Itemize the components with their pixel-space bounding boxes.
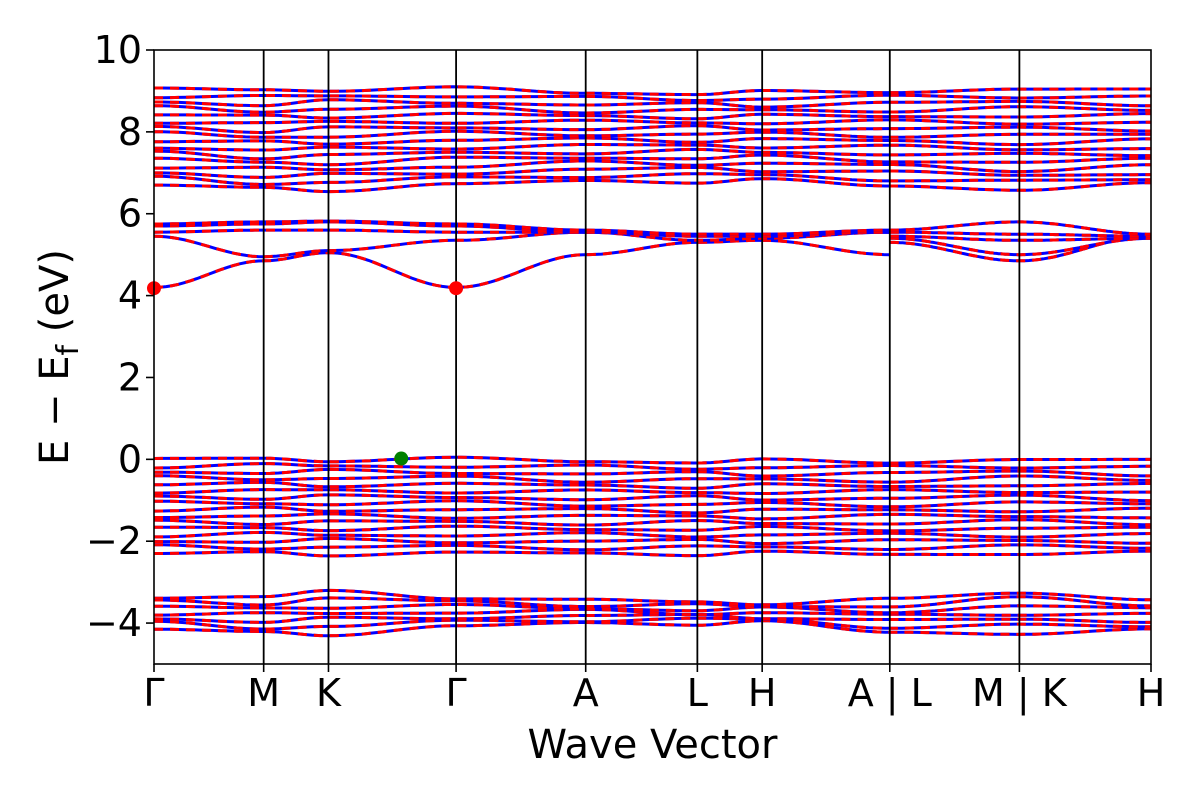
y-tick-label-5: 6 [118,192,142,236]
valence-band-lower-3-red [154,607,1151,617]
valence-band-upper-8-red [154,499,1151,509]
vbm-marker-2 [394,451,409,466]
isolated-band-right-1-red [889,236,1151,257]
x-tick-label-8: M | K [972,671,1068,716]
y-tick-label-1: −2 [86,519,142,563]
conduction-band-3-red [154,159,1151,174]
isolated-band-4-red [154,219,890,236]
conduction-band-5-red [154,147,1151,161]
valence-band-lower-0-red [154,619,1151,638]
conduction-band-0-red [154,177,1151,194]
valence-band-lower-4-red [154,603,1151,615]
conduction-band-15-red [154,85,1151,97]
y-axis-label: E − Ef (eV) [32,249,86,465]
y-tick-label-2: 0 [118,437,142,481]
conduction-band-12-red [154,104,1151,115]
conduction-band-13-red [154,98,1151,109]
y-axis-label-subscript: f [51,343,86,355]
conduction-band-1-red [154,172,1151,187]
valence-band-upper-10-red [154,488,1151,495]
isolated-band-2-red [154,228,890,238]
valence-band-upper-7-red [154,505,1151,515]
x-tick-label-2: K [316,671,342,715]
conduction-band-6-red [154,143,1151,152]
isolated-band-right-4-red [889,220,1151,236]
conduction-band-10-red [154,118,1151,126]
isolated-band-right-0-red [889,234,1151,263]
plot-frame [153,49,1152,665]
bands-layer [154,85,1151,638]
isolated-band-right-3-red [889,230,1151,238]
valence-band-upper-1-red [154,543,1151,552]
valence-band-lower-1-red [154,616,1151,631]
y-tick-label-0: −4 [86,601,142,645]
y-tick-label-4: 4 [118,274,142,318]
valence-band-upper-4-red [154,524,1151,533]
isolated-band-1-red [154,230,890,259]
valence-band-lower-5-red [154,595,1151,609]
conduction-band-7-red [154,136,1151,147]
valence-band-upper-9-red [154,493,1151,503]
x-tick-label-9: H [1137,671,1166,715]
conduction-band-8-red [154,129,1151,139]
high-symmetry-lines [262,50,1021,664]
x-tick-label-1: M [247,671,280,715]
valence-band-upper-2-red [154,537,1151,546]
conduction-band-14-red [154,93,1151,102]
y-tick-label-3: 2 [118,355,142,399]
isolated-band-0-red [154,238,890,289]
x-tick-label-0: Γ [143,671,164,715]
valence-band-upper-0-red [154,549,1151,558]
y-axis-label-main: E − E [32,355,78,465]
cbm-marker-1 [449,281,464,296]
valence-band-upper-11-red [154,480,1151,490]
conduction-band-11-red [154,111,1151,121]
extrema-markers [147,281,464,466]
x-tick-label-5: L [687,671,708,715]
x-tick-label-4: A [573,671,599,715]
valence-band-upper-15-red [154,455,1151,465]
valence-band-upper-13-red [154,467,1151,478]
valence-band-lower-2-red [154,613,1151,624]
x-tick-label-3: Γ [446,671,467,715]
conduction-band-2-red [154,166,1151,179]
x-axis-label: Wave Vector [528,722,779,768]
y-tick-label-7: 10 [94,28,142,72]
isolated-band-right-2-red [889,234,1151,242]
conduction-band-9-red [154,124,1151,135]
valence-band-upper-6-red [154,512,1151,521]
y-axis-label-unit: (eV) [32,249,78,345]
valence-band-upper-14-red [154,462,1151,471]
x-tick-label-7: A | L [848,671,932,716]
valence-band-upper-3-red [154,530,1151,539]
conduction-band-4-red [154,153,1151,167]
valence-band-lower-6-red [154,588,1151,607]
y-tick-label-6: 8 [118,110,142,154]
valence-band-upper-5-red [154,518,1151,527]
valence-band-upper-12-red [154,474,1151,484]
y-axis-ticks: −4 −2 0 2 4 6 8 10 [86,28,154,645]
x-tick-label-6: H [748,671,777,715]
